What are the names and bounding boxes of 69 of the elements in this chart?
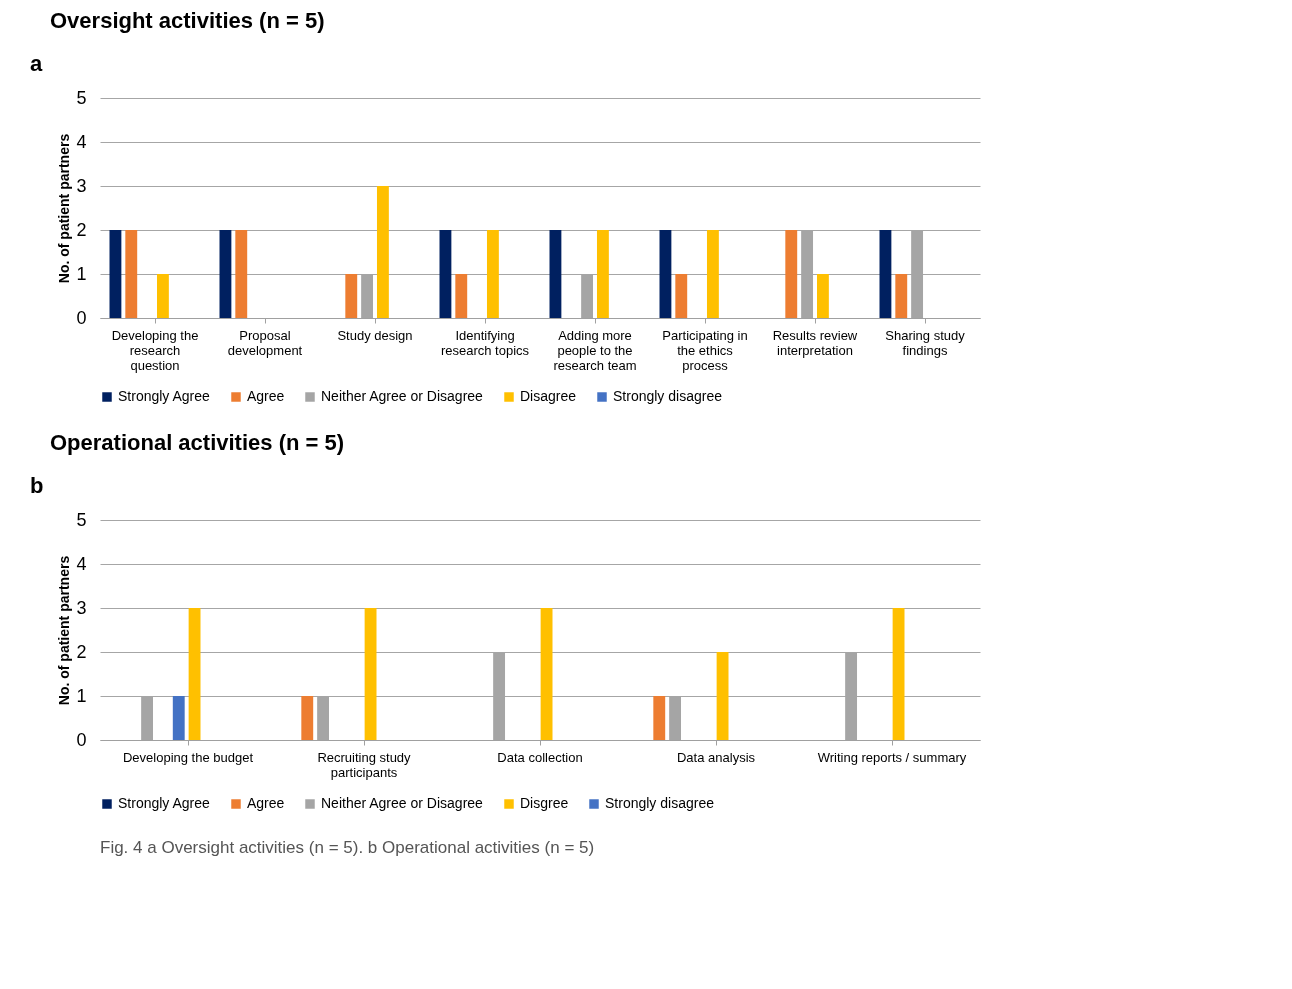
bar (716, 652, 729, 740)
bar (549, 230, 562, 318)
bar (219, 230, 232, 318)
y-tick-label: 2 (76, 641, 87, 662)
y-axis-title: No. of patient partners (56, 555, 73, 706)
x-tick-label: Sharing study findings (885, 327, 966, 358)
bar (188, 608, 201, 740)
bar (364, 608, 377, 740)
y-tick-label: 4 (76, 553, 87, 574)
legend-label: Strongly disagree (605, 795, 715, 811)
x-tick-label: Developing the research question (111, 327, 199, 373)
y-tick-label: 3 (76, 597, 87, 618)
y-axis-title: No. of patient partners (56, 133, 73, 284)
x-tick-label: Results review interpretation (772, 327, 858, 358)
bar (659, 230, 672, 318)
x-tick-label: Data analysis (676, 749, 756, 765)
x-tick-label: Participating in the ethics process (662, 327, 748, 373)
y-tick-label: 3 (76, 175, 87, 196)
x-tick-label: Identifying research topics (440, 327, 530, 358)
legend-label: Agree (247, 388, 285, 404)
legend-label: Strongly disagree (613, 388, 723, 404)
text: a (30, 51, 43, 76)
bar (345, 274, 358, 318)
x-tick-label: Adding more people to the research team (553, 327, 637, 373)
bar (439, 230, 452, 318)
bar (301, 696, 314, 740)
y-tick-label: 0 (76, 729, 87, 750)
bar (895, 274, 908, 318)
bar (125, 230, 138, 318)
bar (109, 230, 122, 318)
bar (653, 696, 666, 740)
x-tick-label: Data collection (497, 749, 583, 765)
text: b (30, 473, 44, 498)
x-tick-label: Study design (337, 327, 413, 343)
x-tick-label: Writing reports / summary (817, 749, 967, 765)
y-tick-label: 1 (76, 685, 87, 706)
bar (816, 274, 829, 318)
y-tick-label: 0 (76, 307, 87, 328)
bar (706, 230, 719, 318)
legend-label: Agree (247, 795, 285, 811)
bar (596, 230, 609, 318)
x-tick-label: Proposal development (227, 327, 303, 358)
bar (486, 230, 499, 318)
x-tick-label: Recruiting study participants (317, 749, 412, 780)
legend-label: Neither Agree or Disagree (321, 388, 484, 404)
bar (785, 230, 798, 318)
legend-label: Strongly Agree (118, 795, 211, 811)
chart-title: Oversight activities (n = 5) (50, 8, 325, 33)
bar (455, 274, 468, 318)
bar (156, 274, 169, 318)
legend-label: Disagree (520, 388, 577, 404)
chart-title: Operational activities (n = 5) (50, 430, 345, 455)
y-tick-label: 5 (76, 87, 87, 108)
y-tick-label: 4 (76, 131, 87, 152)
bar (172, 696, 185, 740)
bar (540, 608, 553, 740)
bar (879, 230, 892, 318)
x-tick-label: Developing the budget (122, 749, 254, 765)
bar (675, 274, 688, 318)
legend-label: Disgree (520, 795, 569, 811)
y-tick-label: 5 (76, 509, 87, 530)
y-tick-label: 1 (76, 263, 87, 284)
y-tick-label: 2 (76, 219, 87, 240)
bar (235, 230, 248, 318)
bar (376, 186, 389, 318)
legend-label: Strongly Agree (118, 388, 211, 404)
caption: Fig. 4 a Oversight activities (n = 5). b Operational activities (n = 5) (100, 838, 595, 857)
legend-label: Neither Agree or Disagree (321, 795, 484, 811)
bar (892, 608, 905, 740)
